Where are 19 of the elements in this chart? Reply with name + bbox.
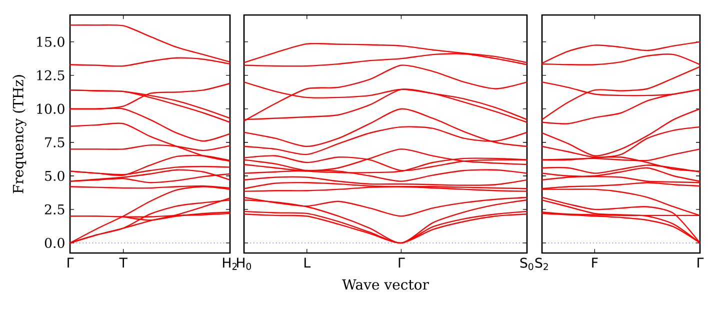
x-axis-title: Wave vector (342, 279, 429, 290)
y-axis-title: Frequency (THz) (12, 75, 26, 194)
y-tick-label: 15.0 (37, 36, 64, 47)
x-tick-label: Γ (68, 258, 74, 268)
x-tick-label: S$_{0}$ (520, 258, 534, 270)
y-tick-label: 2.5 (44, 204, 64, 214)
y-tick-label: 10.0 (37, 104, 64, 114)
y-tick-label: 12.5 (37, 70, 64, 80)
x-tick-label: H$_{0}$ (237, 258, 252, 270)
x-tick-label: T (119, 258, 128, 268)
y-tick-label: 0.0 (44, 238, 64, 248)
x-tick-label: L (304, 258, 311, 268)
x-tick-label: Γ (698, 258, 704, 268)
x-tick-label: Γ (398, 258, 405, 268)
x-tick-label: F (592, 258, 598, 268)
y-tick-label: 5.0 (45, 170, 64, 181)
x-tick-label: H$_{2}$ (223, 258, 237, 270)
y-tick-label: 7.5 (45, 137, 64, 148)
x-tick-label: S$_{2}$ (535, 258, 548, 270)
